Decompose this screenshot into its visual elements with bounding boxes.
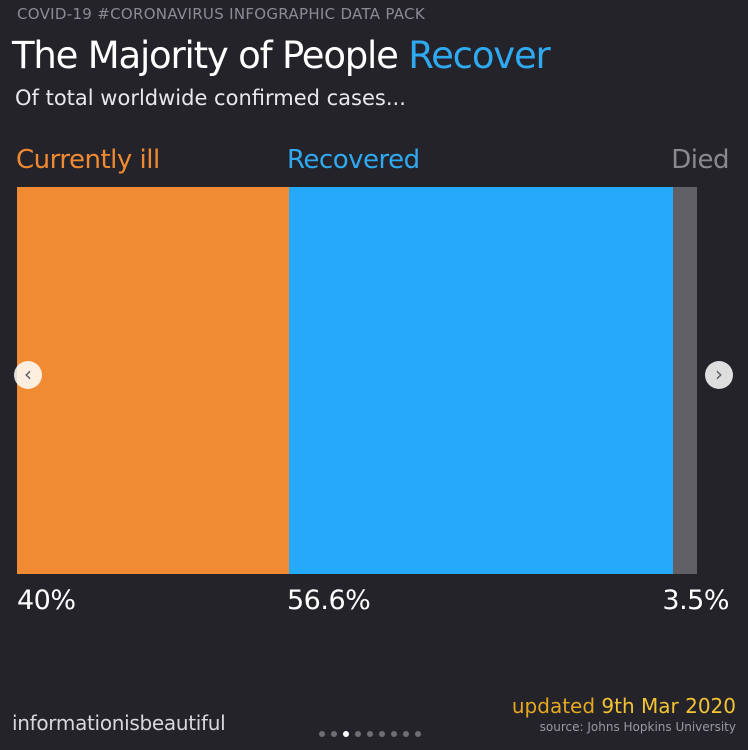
updated-prefix: updated xyxy=(511,694,596,718)
updated-date-value: 9th Mar 2020 xyxy=(601,694,736,718)
chevron-right-icon[interactable]: › xyxy=(705,361,733,389)
carousel-pagination[interactable] xyxy=(319,722,427,737)
pagination-dot[interactable] xyxy=(355,731,361,737)
category-label-died: Died xyxy=(671,145,729,175)
page-subtitle: Of total worldwide confirmed cases... xyxy=(15,86,406,110)
bar-segment-currently-ill xyxy=(17,187,289,574)
brand-logo-text: informationisbeautiful xyxy=(12,711,226,735)
category-label-currently-ill: Currently ill xyxy=(16,145,160,175)
pagination-dot[interactable] xyxy=(367,731,373,737)
chevron-left-icon[interactable]: ‹ xyxy=(14,361,42,389)
value-label-currently-ill: 40% xyxy=(17,585,76,616)
pagination-dot[interactable] xyxy=(343,731,349,737)
source-credit: source: Johns Hopkins University xyxy=(539,720,736,734)
pagination-dot[interactable] xyxy=(391,731,397,737)
value-label-died: 3.5% xyxy=(662,585,729,616)
pagination-dot[interactable] xyxy=(415,731,421,737)
pagination-dot[interactable] xyxy=(379,731,385,737)
bar-segment-recovered xyxy=(288,187,674,574)
infographic-kicker: COVID-19 #CORONAVIRUS INFOGRAPHIC DATA P… xyxy=(17,5,425,23)
stacked-bar-chart xyxy=(17,187,697,574)
title-accent: Recover xyxy=(408,34,550,77)
value-label-recovered: 56.6% xyxy=(287,585,371,616)
category-label-recovered: Recovered xyxy=(287,145,420,175)
pagination-dot[interactable] xyxy=(331,731,337,737)
pagination-dot[interactable] xyxy=(319,731,325,737)
page-title: The Majority of People Recover xyxy=(12,32,551,80)
updated-date: updated 9th Mar 2020 xyxy=(512,694,736,718)
title-main: The Majority of People xyxy=(12,34,399,77)
bar-segment-died xyxy=(673,187,697,574)
pagination-dot[interactable] xyxy=(403,731,409,737)
